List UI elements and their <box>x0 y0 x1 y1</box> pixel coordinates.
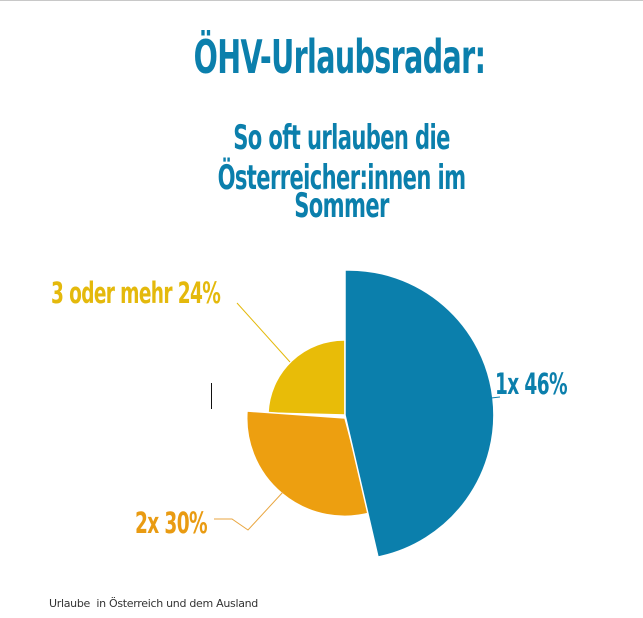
slice-label-3-or-more: 3 oder mehr 24% <box>51 276 221 310</box>
slice-label-1x: 1x 46% <box>495 367 568 401</box>
pie-slice-2x <box>245 410 371 518</box>
leader-line-2x <box>214 491 284 531</box>
top-border <box>0 0 643 1</box>
pie-slice-3-or-more <box>267 339 346 416</box>
leader-line-3-or-more <box>236 302 291 363</box>
leader-line-1x <box>490 396 501 399</box>
text-cursor <box>211 383 212 409</box>
footnote: Urlaube in Österreich und dem Ausland <box>49 597 258 610</box>
chart-title: ÖHV-Urlaubsradar: <box>193 30 486 84</box>
pie-slice-1x <box>344 269 495 558</box>
chart-subtitle-line-1: So oft urlauben die Österreicher:innen i… <box>217 118 466 198</box>
chart-subtitle-line-2: Sommer <box>294 186 389 226</box>
slice-label-2x: 2x 30% <box>135 506 208 540</box>
